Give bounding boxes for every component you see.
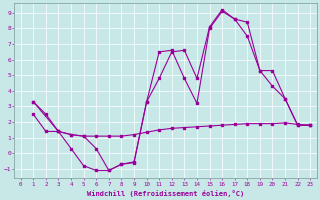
X-axis label: Windchill (Refroidissement éolien,°C): Windchill (Refroidissement éolien,°C) <box>87 190 244 197</box>
